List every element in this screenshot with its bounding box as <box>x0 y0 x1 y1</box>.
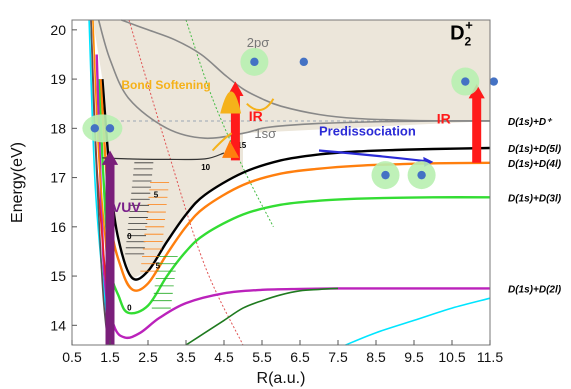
vib-label-0: 0 <box>127 232 132 241</box>
right-label-1: D(1s)+D(5l) <box>508 144 562 155</box>
y-tick-label-4: 18 <box>50 120 66 136</box>
title-base: D <box>450 23 464 45</box>
curve-11 <box>90 19 109 346</box>
y-axis-label: Energy(eV) <box>9 142 26 223</box>
vib-label-1: 5 <box>154 190 159 199</box>
y-tick-label-6: 20 <box>50 22 66 38</box>
chart-title: D2 + <box>450 18 473 49</box>
atom-pre-1 <box>381 170 390 180</box>
x-tick-label-4: 4.5 <box>214 349 234 365</box>
right-label-0: D(1s)+D⁺ <box>508 117 553 128</box>
dissociation-limit-labels: D(1s)+D⁺ D(1s)+D(5l) D(1s)+D(4l) D(1s)+D(3l… <box>508 117 562 295</box>
vib-label-3: 15 <box>237 141 246 150</box>
x-tick-label-9: 9.5 <box>404 349 424 365</box>
atom-ir2-2 <box>489 77 498 86</box>
y-tick-label-5: 19 <box>50 71 66 87</box>
bond-softening-wavepacket <box>220 91 242 114</box>
atom-bound-1 <box>90 124 100 133</box>
vuv-arrow <box>101 150 119 345</box>
predissociation-arrow <box>318 149 428 163</box>
x-tick-label-11: 11.5 <box>477 349 503 365</box>
bound-region <box>92 20 491 279</box>
curve-1ssigma-inner <box>102 152 225 161</box>
vib-label-5: 0 <box>127 304 132 313</box>
x-tick-label-1: 1.5 <box>100 349 120 365</box>
curve-7 <box>345 297 491 346</box>
atom-bound-2 <box>105 124 115 133</box>
bond-softening-arrow-2 <box>211 132 233 152</box>
right-label-2: D(1s)+D(4l) <box>508 159 562 170</box>
x-tick-label-8: 8.5 <box>366 349 386 365</box>
curve-1 <box>97 19 491 140</box>
bond-softening-label: Bond Softening <box>121 78 210 92</box>
y-tick-label-2: 16 <box>50 219 66 235</box>
curve-label-1ssigma: 1sσ <box>254 126 276 141</box>
title-sup: + <box>465 18 473 33</box>
ir-label-1: IR <box>249 108 263 124</box>
ir-arrow-2 <box>468 84 485 163</box>
curve-4 <box>97 79 491 315</box>
x-tick-label-3: 3.5 <box>176 349 196 365</box>
x-tick-label-0: 0.5 <box>62 349 82 365</box>
title-sub: 2 <box>465 35 472 49</box>
y-tick-label-1: 15 <box>50 268 66 284</box>
curve-label-2psigma: 2pσ <box>247 35 269 50</box>
x-axis-label: R(a.u.) <box>257 370 306 387</box>
atom-pre-2 <box>417 170 426 180</box>
vib-label-4: 5 <box>156 262 161 271</box>
x-tick-label-7: 7.5 <box>328 349 348 365</box>
ground-wavepacket <box>222 140 240 158</box>
plot-frame <box>71 19 491 346</box>
vibrational-ladders: 0 5 10 15 5 0 <box>125 141 247 313</box>
bond-softening-arrow-1 <box>246 98 275 111</box>
curve-0 <box>121 19 491 122</box>
atom-ir2-1 <box>461 77 470 86</box>
atom-bound-halo <box>82 114 123 143</box>
right-label-3: D(1s)+D(3l) <box>508 193 562 204</box>
atom-bs-2 <box>299 57 308 67</box>
x-tick-label-5: 5.5 <box>252 349 272 365</box>
x-tick-label-6: 6.5 <box>290 349 310 365</box>
curve-2 <box>101 79 491 281</box>
right-label-4: D(1s)+D(2l) <box>508 284 562 295</box>
axes: 0.5 1.5 2.5 3.5 4.5 5.5 6.5 7.5 8.5 9.5 10.5 11.5 14… <box>50 19 503 365</box>
vuv-label: VUV <box>112 199 141 215</box>
predissociation-label: Predissociation <box>319 124 416 139</box>
x-tick-label-2: 2.5 <box>138 349 158 365</box>
annotations: 2pσ 1sσ Bond Softening IR IR Predissocia… <box>82 18 498 345</box>
y-tick-label-0: 14 <box>50 317 66 333</box>
x-tick-label-10: 10.5 <box>438 349 465 365</box>
atom-bs-1 <box>250 57 259 67</box>
vib-label-2: 10 <box>201 163 210 172</box>
curve-6 <box>185 287 339 346</box>
ir-label-2: IR <box>437 110 451 126</box>
y-tick-label-3: 17 <box>50 170 66 186</box>
